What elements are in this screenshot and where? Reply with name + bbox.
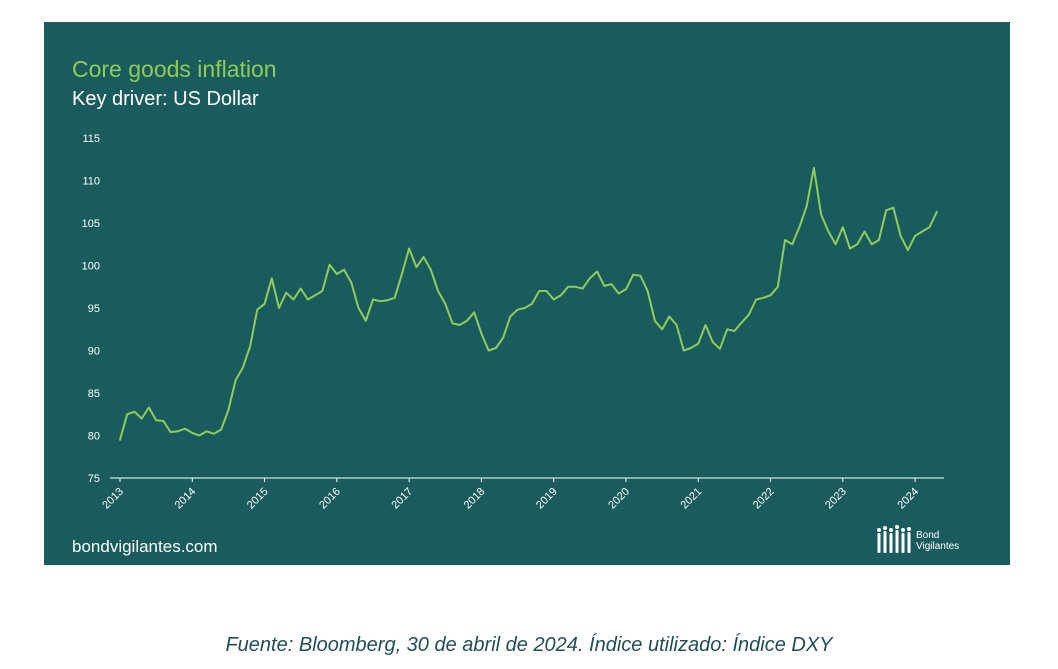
x-tick-label: 2024	[895, 486, 921, 512]
x-tick-label: 2022	[751, 486, 777, 512]
series-line	[119, 166, 938, 441]
y-tick-label: 75	[88, 473, 100, 485]
y-tick-label: 115	[82, 133, 100, 145]
x-tick-label: 2023	[823, 486, 849, 512]
x-tick-label: 2019	[534, 486, 560, 512]
people-icon	[877, 525, 911, 553]
y-tick-label: 80	[88, 431, 100, 443]
y-tick-label: 95	[88, 303, 100, 315]
y-tick-label: 100	[82, 261, 100, 273]
x-tick-label: 2020	[606, 486, 632, 512]
logo-line-2: Vigilantes	[916, 541, 960, 552]
x-tick-label: 2014	[173, 486, 199, 512]
x-tick-label: 2016	[317, 486, 343, 512]
x-tick-label: 2021	[679, 486, 705, 512]
y-axis-ticks: 75 80 85 90 95 100 105 110 115	[82, 133, 100, 485]
logo-line-1: Bond	[916, 530, 940, 541]
bond-vigilantes-logo: Bond Vigilantes	[876, 522, 986, 558]
y-tick-label: 105	[82, 218, 100, 230]
y-tick-label: 85	[88, 388, 100, 400]
chart-title: Core goods inflation	[72, 56, 277, 82]
chart-panel: Core goods inflation Key driver: US Doll…	[44, 22, 1010, 565]
x-axis-ticks: 2013 2014 2015 2016 2017 2018 2019 2020 2021 2022…	[100, 478, 921, 511]
website-url: bondvigilantes.com	[72, 537, 218, 556]
source-caption: Fuente: Bloomberg, 30 de abril de 2024. …	[225, 634, 833, 656]
y-tick-label: 90	[88, 346, 100, 358]
chart-subtitle: Key driver: US Dollar	[72, 88, 259, 110]
x-tick-label: 2018	[462, 486, 488, 512]
x-tick-label: 2017	[389, 486, 415, 512]
x-tick-label: 2013	[100, 486, 126, 512]
x-tick-label: 2015	[245, 486, 271, 512]
y-tick-label: 110	[82, 176, 100, 188]
